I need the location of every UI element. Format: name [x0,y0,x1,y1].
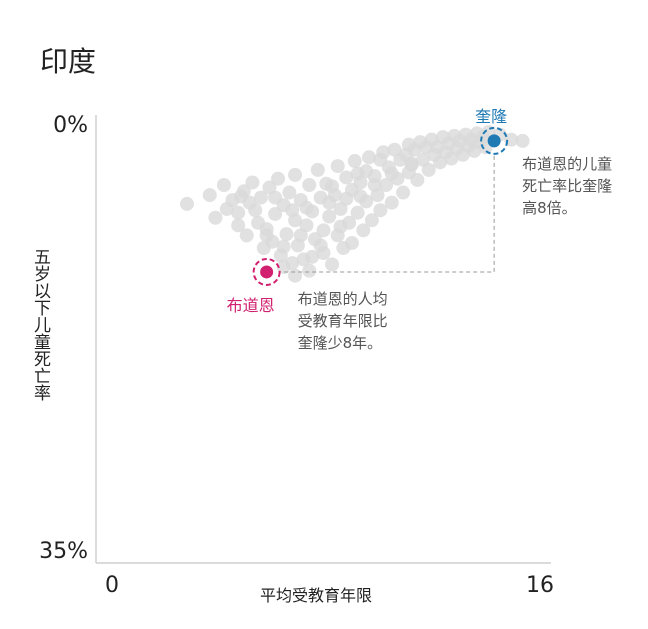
highlight-point-kollam [487,134,501,148]
background-point [364,213,379,228]
background-point [234,189,249,204]
background-point [216,178,231,192]
background-point [333,219,348,234]
connector-line [281,155,495,273]
highlight-ring [480,126,509,155]
background-point [344,235,359,250]
y-tick-label-top: 0% [53,113,88,138]
background-point [276,239,291,254]
x-tick-label-right: 16 [526,573,554,598]
background-point [245,175,260,190]
background-point [373,203,388,218]
background-point [288,268,303,283]
background-point [322,195,337,210]
highlight-point-budaun [260,265,274,279]
background-point [396,185,411,200]
annotation-budaun: 布道恩的人均 受教育年限比 奎隆少8年。 [297,289,388,352]
background-points [180,125,530,283]
y-tick-label-bottom: 35% [39,539,88,564]
background-point [302,263,317,278]
background-point [367,178,382,192]
background-point [339,191,354,206]
background-point [404,157,419,172]
highlight-points [252,126,509,286]
background-point [279,227,294,242]
background-point [350,205,365,220]
background-point [339,170,354,185]
background-point [299,200,314,215]
background-point [356,223,371,238]
background-point [208,210,223,225]
background-point [288,167,303,182]
background-point [376,145,391,160]
background-point [325,257,340,272]
background-point [268,206,283,221]
background-point [347,154,362,169]
background-point [310,162,325,177]
background-point [239,228,254,243]
highlight-label-budaun: 布道恩 [226,295,275,315]
background-point [285,203,300,218]
background-point [350,166,365,181]
background-point [276,259,291,274]
background-point [325,179,340,194]
y-axis-label: 五岁以下儿童死亡率 [30,248,50,401]
background-point [353,189,368,204]
background-point [316,223,331,238]
background-point [330,159,345,174]
background-point [421,162,436,177]
background-point [293,228,308,243]
background-point [379,178,394,192]
x-axis-label: 平均受教育年限 [259,586,372,605]
background-point [302,178,317,192]
x-tick-label-left: 0 [105,573,119,598]
background-point [282,185,297,200]
background-point [253,190,268,205]
background-point [410,172,425,187]
background-point [202,188,217,203]
background-point [271,171,285,186]
background-point [384,166,399,181]
background-point [384,195,399,210]
background-point [180,196,194,211]
background-point [231,218,246,233]
background-point [231,205,246,220]
background-point [268,190,283,205]
chart-title: 印度 [40,45,97,78]
background-point [259,228,274,243]
background-point [305,249,320,264]
background-point [251,215,266,230]
background-point [362,150,376,165]
annotation-kollam: 布道恩的儿童 死亡率比奎隆 高8倍。 [522,154,613,217]
background-point [322,209,337,224]
background-point [515,133,530,148]
highlight-label-kollam: 奎隆 [475,106,508,126]
highlight-ring [252,257,281,286]
background-point [219,201,234,216]
background-point [313,238,328,253]
